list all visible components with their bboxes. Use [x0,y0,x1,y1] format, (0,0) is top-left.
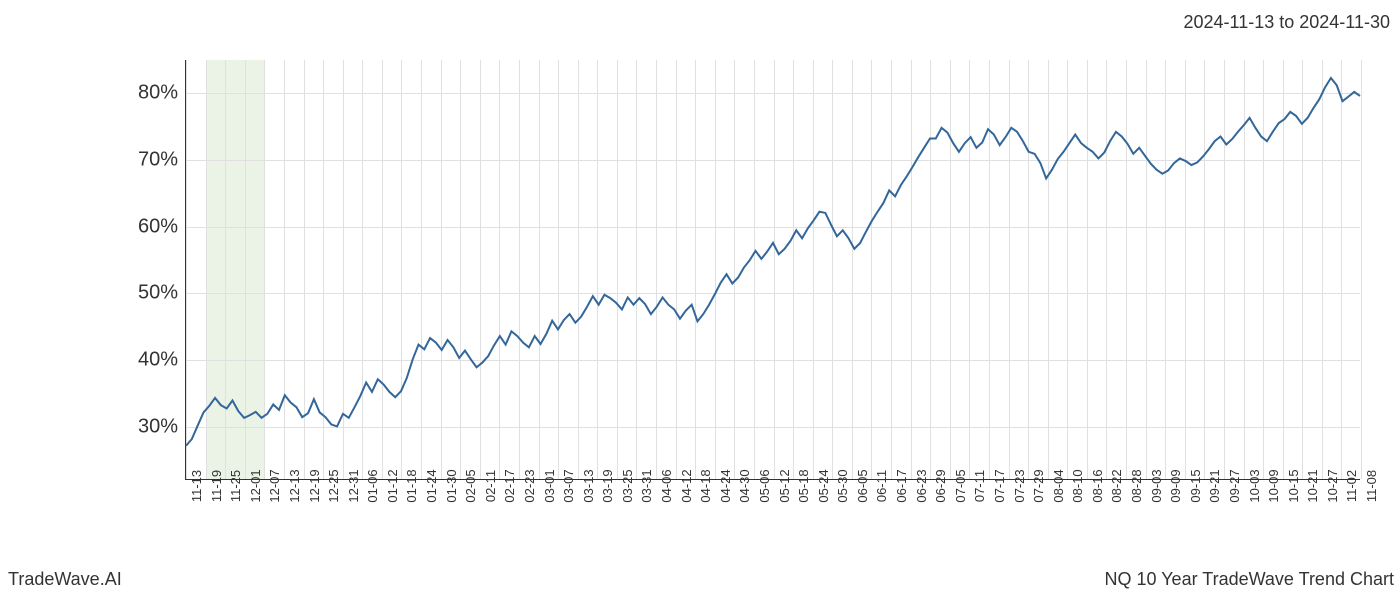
x-tick-label: 10-03 [1247,469,1262,502]
x-tick-label: 07-23 [1012,469,1027,502]
x-tick-label: 02-17 [502,469,517,502]
x-tick-label: 06-23 [914,469,929,502]
x-tick-label: 03-19 [600,469,615,502]
x-tick-label: 11-08 [1364,470,1379,502]
x-tick-label: 09-21 [1207,469,1222,502]
trend-line [186,60,1360,479]
x-tick-label: 11-13 [189,470,204,502]
x-tick-label: 04-06 [659,469,674,502]
x-tick-label: 10-21 [1305,469,1320,502]
x-tick-label: 07-11 [972,470,987,502]
y-tick-label: 60% [138,215,178,238]
y-tick-label: 30% [138,415,178,438]
x-tick-label: 06-17 [894,469,909,502]
x-tick-label: 03-07 [561,469,576,502]
x-tick-label: 08-16 [1090,469,1105,502]
x-tick-label: 07-05 [953,469,968,502]
x-tick-label: 01-12 [385,469,400,502]
x-tick-label: 09-09 [1168,469,1183,502]
x-tick-label: 05-24 [816,469,831,502]
x-tick-label: 08-10 [1070,469,1085,502]
x-tick-label: 10-09 [1266,469,1281,502]
x-tick-label: 11-25 [228,470,243,502]
date-range-label: 2024-11-13 to 2024-11-30 [1184,12,1391,33]
grid-line-v [1361,60,1362,479]
x-tick-label: 03-13 [581,469,596,502]
chart-title: NQ 10 Year TradeWave Trend Chart [1105,569,1395,590]
x-tick-label: 11-19 [209,470,224,502]
x-tick-label: 06-29 [933,469,948,502]
x-tick-label: 01-06 [365,469,380,502]
x-tick-label: 01-24 [424,469,439,502]
x-tick-label: 12-31 [346,469,361,502]
x-tick-label: 09-27 [1227,469,1242,502]
x-tick-label: 02-23 [522,469,537,502]
x-tick-label: 08-28 [1129,469,1144,502]
x-tick-label: 12-01 [248,469,263,502]
y-tick-label: 70% [138,149,178,172]
x-tick-label: 03-01 [542,469,557,502]
y-tick-label: 40% [138,349,178,372]
x-tick-label: 02-11 [483,470,498,502]
brand-label: TradeWave.AI [8,569,122,590]
chart-plot-area [185,60,1360,480]
x-tick-label: 10-27 [1325,469,1340,502]
x-tick-label: 05-12 [777,469,792,502]
x-tick-label: 10-15 [1286,469,1301,502]
x-tick-label: 12-19 [307,469,322,502]
x-tick-label: 05-06 [757,469,772,502]
x-tick-label: 12-13 [287,469,302,502]
x-tick-label: 12-25 [326,469,341,502]
x-tick-label: 08-22 [1109,469,1124,502]
x-tick-label: 01-18 [404,469,419,502]
x-tick-label: 08-04 [1051,469,1066,502]
x-tick-label: 11-02 [1344,470,1359,502]
x-tick-label: 05-18 [796,469,811,502]
x-tick-label: 12-07 [267,469,282,502]
x-tick-label: 01-30 [444,469,459,502]
y-tick-label: 80% [138,82,178,105]
x-tick-label: 04-24 [718,469,733,502]
x-tick-label: 06-05 [855,469,870,502]
x-tick-label: 04-12 [679,469,694,502]
x-tick-label: 07-17 [992,469,1007,502]
x-tick-label: 07-29 [1031,469,1046,502]
x-tick-label: 03-25 [620,469,635,502]
y-tick-label: 50% [138,282,178,305]
x-tick-label: 06-11 [874,470,889,502]
x-tick-label: 09-03 [1149,469,1164,502]
x-tick-label: 03-31 [639,469,654,502]
x-tick-label: 02-05 [463,469,478,502]
x-tick-label: 04-30 [737,469,752,502]
x-tick-label: 04-18 [698,469,713,502]
x-tick-label: 05-30 [835,469,850,502]
x-tick-label: 09-15 [1188,469,1203,502]
